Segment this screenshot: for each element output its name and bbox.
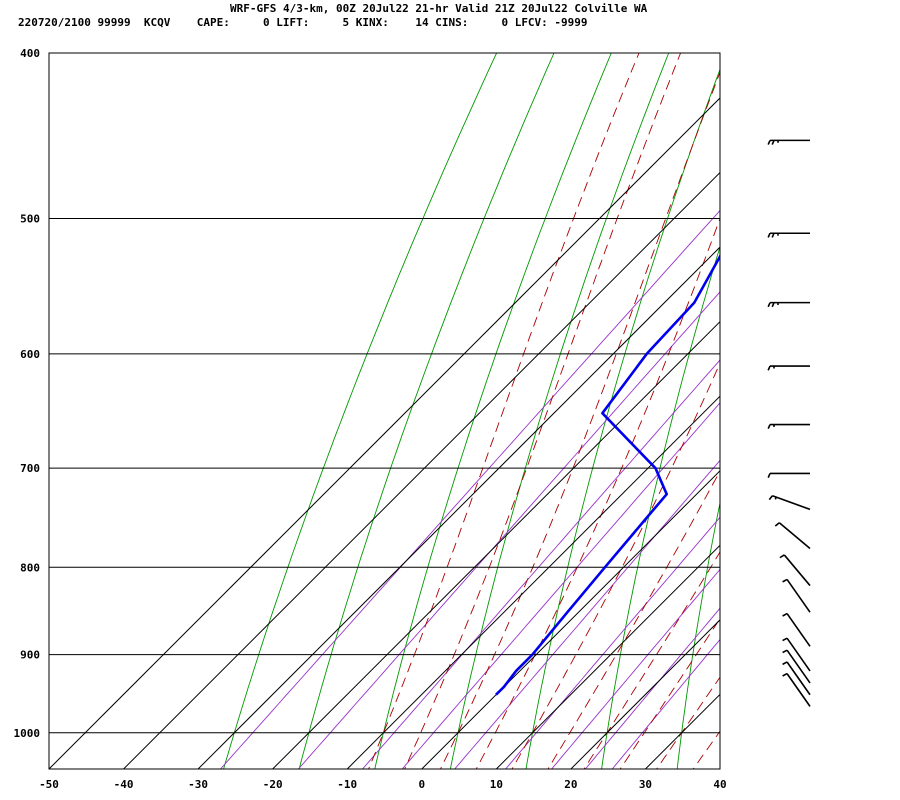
y-tick-label: 1000 [14, 727, 41, 740]
isotherm-line [49, 97, 720, 769]
wind-barb [767, 301, 810, 308]
sounding-profiles [495, 140, 900, 697]
x-tick-label: 40 [713, 778, 726, 791]
isotherm-line [570, 619, 720, 769]
temperature-profile-line [724, 140, 900, 697]
mixing-ratio-line [454, 459, 720, 769]
moist-adiabat-line [439, 71, 720, 769]
thermo-background [219, 0, 900, 776]
x-tick-label: 30 [639, 778, 652, 791]
wind-barb [767, 423, 810, 430]
x-tick-label: 0 [418, 778, 425, 791]
wind-barb [774, 522, 811, 550]
wind-barb [767, 139, 810, 145]
moist-adiabat-line [404, 53, 682, 769]
x-tick-label: -50 [39, 778, 59, 791]
isotherm-line [645, 693, 720, 769]
mixing-ratio-line [611, 638, 720, 769]
wind-barb [767, 472, 810, 478]
chart-grid [49, 52, 720, 769]
wind-barb [782, 612, 811, 647]
x-tick-label: -30 [188, 778, 208, 791]
sounding-stats: 220720/2100 99999 KCQV CAPE: 0 LIFT: 5 K… [18, 16, 588, 29]
mixing-ratio-line [584, 607, 720, 769]
isotherm-line [346, 395, 720, 769]
mixing-ratio-line [505, 516, 720, 769]
x-tick-label: 20 [564, 778, 577, 791]
wind-barb [767, 365, 810, 371]
dry-adiabat-line [676, 500, 720, 769]
moist-adiabat-line [583, 551, 720, 769]
wind-barb [782, 661, 811, 696]
dewpoint-profile-line [495, 253, 720, 696]
plot-border [48, 52, 721, 770]
wind-barb [782, 672, 811, 707]
dry-adiabat-line [525, 68, 720, 769]
dry-adiabat-line [828, 0, 900, 776]
wind-barb [767, 232, 810, 238]
x-tick-label: 10 [490, 778, 503, 791]
wind-barb [782, 637, 811, 672]
isotherm-line [272, 320, 720, 769]
x-tick-label: -40 [114, 778, 134, 791]
x-tick-label: -10 [337, 778, 357, 791]
dry-adiabat-line [374, 53, 612, 769]
y-tick-label: 800 [20, 561, 40, 574]
mixing-ratio-line [361, 359, 720, 769]
isotherm-line [123, 171, 720, 769]
mixing-ratio-line [297, 291, 720, 769]
isotherm-line [421, 470, 720, 769]
wind-barbs [767, 139, 811, 707]
wind-barb [782, 578, 811, 613]
isotherm-line [719, 768, 720, 769]
dry-adiabat-line [223, 53, 498, 769]
x-axis-ticks: -50 -40 -30 -20 -10 0 10 20 30 40 [39, 778, 727, 791]
mixing-ratio-line [219, 209, 720, 769]
mixing-ratio-line [551, 568, 720, 769]
moist-adiabat-line [475, 217, 720, 769]
x-tick-label: -20 [263, 778, 283, 791]
y-tick-label: 600 [20, 348, 40, 361]
moist-adiabat-line [547, 470, 720, 769]
chart-title: WRF-GFS 4/3-km, 00Z 20Jul22 21-hr Valid … [230, 2, 648, 15]
plot-frame [48, 52, 721, 770]
y-axis-ticks: 400 500 600 700 800 900 1000 [14, 47, 41, 740]
isotherm-line [495, 544, 720, 769]
moist-adiabat-line [656, 676, 720, 769]
y-tick-label: 400 [20, 47, 40, 60]
mixing-ratio-line [401, 402, 720, 769]
isotherm-line [197, 246, 720, 769]
wind-barb [768, 494, 811, 511]
wind-barb [779, 554, 811, 587]
wind-barb [782, 649, 811, 684]
moist-adiabat-line [619, 617, 720, 769]
moist-adiabat-line [511, 362, 720, 769]
dry-adiabat-line [601, 245, 720, 769]
y-tick-label: 900 [20, 649, 40, 662]
y-tick-label: 500 [20, 213, 40, 226]
dry-adiabat-line [449, 53, 670, 769]
dry-adiabat-line [298, 53, 555, 769]
moist-adiabat-line [368, 53, 640, 769]
y-tick-label: 700 [20, 462, 40, 475]
dry-adiabat-line [752, 0, 900, 776]
